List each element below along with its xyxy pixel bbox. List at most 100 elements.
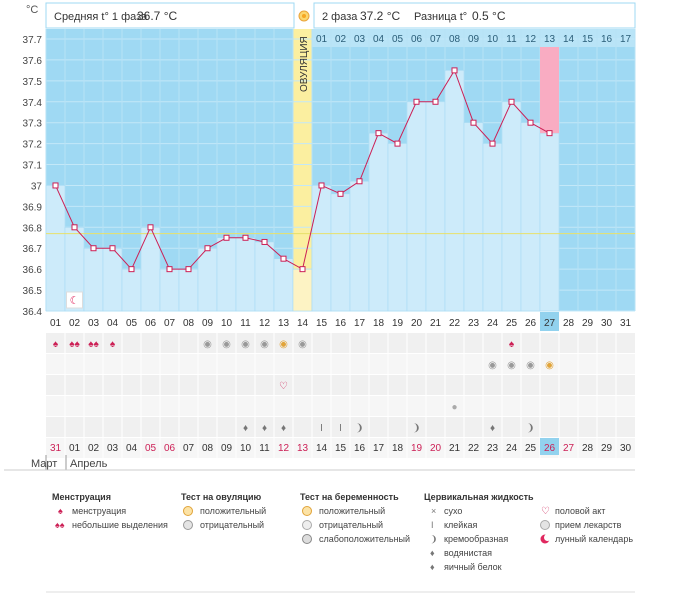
cycle-day-label: 19	[392, 318, 404, 329]
cycle-day-label: 18	[373, 318, 385, 329]
temperature-point	[413, 98, 420, 105]
ovulation-negative-icon	[183, 520, 193, 530]
creamy-icon: ❩	[430, 534, 438, 544]
calendar-day-label: 29	[601, 443, 613, 454]
ovulation_test-marker-icon: ◉	[241, 339, 250, 350]
cycle-day-label: 28	[563, 318, 575, 329]
phase1-value: 36.7 °C	[137, 9, 177, 23]
y-tick-label: 37.3	[23, 119, 43, 130]
temperature-bar	[121, 268, 142, 312]
calendar-day-label: 12	[278, 443, 290, 454]
ovulation-label: ОВУЛЯЦИЯ	[299, 36, 310, 92]
calendar-day-label: 22	[468, 443, 480, 454]
cycle-day-label: 10	[221, 318, 233, 329]
phase2-day-label: 04	[373, 34, 385, 45]
temperature-point	[337, 190, 344, 197]
ovulation-positive-icon	[183, 506, 193, 516]
pregnancy-positive-icon	[302, 506, 312, 516]
y-unit-label: °C	[26, 4, 38, 16]
temperature-point	[223, 234, 230, 241]
legend-menstruation-title: Менструация	[52, 492, 111, 502]
cycle-day-label: 15	[316, 318, 328, 329]
temperature-point	[356, 178, 363, 185]
marker-row	[46, 375, 635, 395]
legend-pregnancy-title: Тест на беременность	[300, 492, 399, 502]
temperature-point	[204, 245, 211, 252]
cycle-day-label: 21	[430, 318, 442, 329]
calendar-day-label: 05	[145, 443, 157, 454]
temperature-bar	[406, 101, 427, 312]
temperature-point	[546, 130, 553, 137]
calendar-day-label: 18	[392, 443, 404, 454]
temperature-point	[90, 245, 97, 252]
pregnancy_test-marker-icon: ◉	[526, 360, 535, 371]
cervical-marker-icon: ♦	[490, 423, 495, 434]
today-calendar-cell	[540, 438, 559, 455]
calendar-day-label: 27	[563, 443, 575, 454]
phase2-label: 2 фаза	[322, 11, 358, 23]
today-cycle-cell	[540, 312, 559, 331]
calendar-day-label: 30	[620, 443, 632, 454]
calendar-day-label: 14	[316, 443, 328, 454]
calendar-day-label: 03	[107, 443, 119, 454]
y-tick-label: 37.5	[23, 77, 43, 88]
menstruation-marker-icon: ♠♠	[88, 339, 99, 350]
dry-icon: ×	[431, 506, 436, 516]
y-tick-label: 36.4	[23, 307, 43, 318]
cycle-day-label: 02	[69, 318, 81, 329]
cycle-day-label: 17	[354, 318, 366, 329]
pregnancy_test-marker-icon: ◉	[488, 360, 497, 371]
menstruation-marker-icon: ♠	[110, 339, 116, 350]
temperature-point	[432, 98, 439, 105]
menstruation-marker-icon: ♠♠	[69, 339, 80, 350]
medication-icon	[540, 520, 550, 530]
cycle-day-label: 09	[202, 318, 214, 329]
calendar-day-label: 01	[69, 443, 81, 454]
legend-intercourse: половой акт	[555, 506, 605, 516]
temperature-point	[52, 182, 59, 189]
phase2-day-label: 16	[601, 34, 613, 45]
cycle-day-label: 05	[126, 318, 138, 329]
calendar-day-label: 28	[582, 443, 594, 454]
phase2-day-label: 14	[563, 34, 575, 45]
menstruation-marker-icon: ♠	[53, 339, 59, 350]
phase2-value: 37.2 °C	[360, 9, 400, 23]
temperature-line	[46, 67, 635, 273]
temperature-bar	[349, 180, 370, 312]
temperature-bar	[501, 101, 522, 312]
legend-ovulation-positive: положительный	[200, 506, 266, 516]
ovulation_test-marker-icon: ◉	[222, 339, 231, 350]
temperature-bar	[102, 247, 123, 312]
temperature-bar	[330, 193, 351, 312]
cycle-day-label: 04	[107, 318, 119, 329]
cervical-marker-icon: ❩	[412, 423, 420, 434]
temperature-point	[527, 119, 534, 126]
y-tick-label: 36.7	[23, 244, 43, 255]
temperature-point	[166, 266, 173, 273]
cervical-marker-icon: ♦	[262, 423, 267, 434]
y-tick-label: 36.5	[23, 286, 43, 297]
temperature-bar	[140, 227, 161, 312]
temperature-bar	[368, 132, 389, 312]
phase2-box	[313, 2, 636, 29]
phase2-day-label: 13	[544, 34, 556, 45]
intercourse-icon: ♡	[541, 506, 550, 517]
temperature-bar	[159, 268, 180, 312]
calendar-day-label: 02	[88, 443, 100, 454]
phase1-label: Средняя t° 1 фаза	[54, 11, 148, 23]
marker-row	[46, 354, 635, 374]
calendar-day-label: 24	[506, 443, 518, 454]
calendar-day-label: 08	[202, 443, 214, 454]
calendar-day-label: 10	[240, 443, 252, 454]
y-tick-label: 36.9	[23, 202, 43, 213]
calendar-day-label: 06	[164, 443, 176, 454]
phase2-day-label: 17	[620, 34, 632, 45]
cycle-day-label: 23	[468, 318, 480, 329]
phase2-day-label: 10	[487, 34, 499, 45]
temperature-bar	[83, 247, 104, 312]
legend-cervical-title: Цервикальная жидкость	[424, 492, 534, 502]
temperature-point	[147, 224, 154, 231]
phase2-day-label: 01	[316, 34, 328, 45]
temperature-bar	[387, 143, 408, 312]
temperature-bar	[425, 101, 446, 312]
